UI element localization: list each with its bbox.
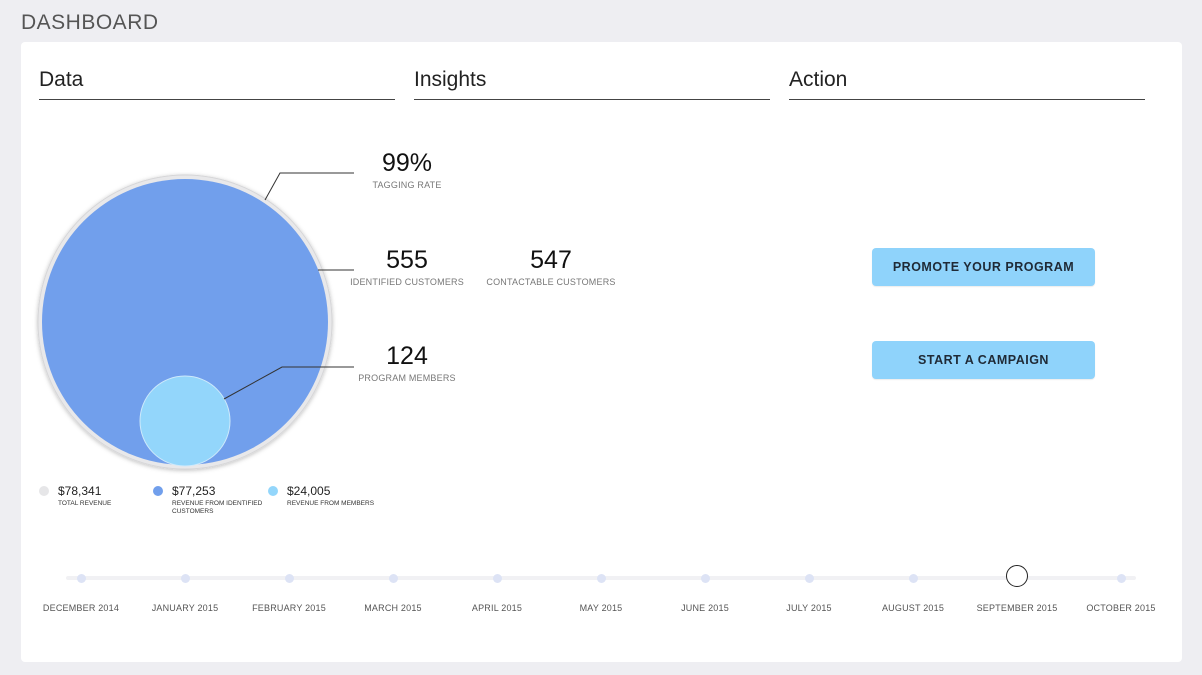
legend-dot-identified-revenue <box>153 486 163 496</box>
stat-identified-customers-label: IDENTIFIED CUSTOMERS <box>350 277 464 287</box>
identified-revenue-circle <box>42 179 328 465</box>
stat-program-members-value: 124 <box>386 342 428 370</box>
timeline-label-january-2015[interactable]: JANUARY 2015 <box>151 603 219 613</box>
timeline-dot-may-2015[interactable] <box>596 574 606 583</box>
timeline-label-august-2015[interactable]: AUGUST 2015 <box>881 603 945 613</box>
column-title-action: Action <box>789 68 848 91</box>
legend-dot-total-revenue <box>39 486 49 496</box>
stat-program-members: 124 PROGRAM MEMBERS <box>347 342 467 383</box>
stat-contactable-customers: 547 CONTACTABLE CUSTOMERS <box>476 246 626 287</box>
timeline-dot-july-2015[interactable] <box>804 574 814 583</box>
timeline-dot-january-2015[interactable] <box>180 574 190 583</box>
stat-contactable-customers-value: 547 <box>530 246 572 274</box>
legend-value-identified-revenue: $77,253 <box>172 484 216 498</box>
column-title-insights: Insights <box>414 68 487 91</box>
timeline-label-october-2015[interactable]: OCTOBER 2015 <box>1086 603 1156 613</box>
leader-line-tagging <box>264 172 354 201</box>
timeline-label-july-2015[interactable]: JULY 2015 <box>786 603 832 613</box>
timeline-label-june-2015[interactable]: JUNE 2015 <box>681 603 729 613</box>
dashboard-card: Data Insights Action 99% TAGGING RATE 55… <box>21 42 1182 662</box>
legend-value-total-revenue: $78,341 <box>58 484 102 498</box>
stat-tagging-rate-label: TAGGING RATE <box>372 180 442 190</box>
timeline-dot-december-2014[interactable] <box>76 574 86 583</box>
timeline-label-february-2015[interactable]: FEBRUARY 2015 <box>252 603 326 613</box>
column-header-action: Action <box>789 68 1145 100</box>
legend-label-member-revenue: REVENUE FROM MEMBERS <box>287 500 375 507</box>
member-revenue-circle <box>139 375 231 467</box>
timeline-dot-february-2015[interactable] <box>284 574 294 583</box>
timeline-label-may-2015[interactable]: MAY 2015 <box>579 603 623 613</box>
stat-tagging-rate: 99% TAGGING RATE <box>347 149 467 190</box>
stat-identified-customers: 555 IDENTIFIED CUSTOMERS <box>337 246 477 287</box>
timeline-label-march-2015[interactable]: MARCH 2015 <box>364 603 422 613</box>
timeline-handle[interactable] <box>1006 565 1028 587</box>
stat-tagging-rate-value: 99% <box>381 149 433 177</box>
legend-label-identified-revenue: REVENUE FROM IDENTIFIED CUSTOMERS <box>172 500 263 515</box>
legend-value-member-revenue: $24,005 <box>287 484 331 498</box>
column-title-data: Data <box>39 68 84 91</box>
leader-line-members <box>223 366 354 400</box>
stat-program-members-label: PROGRAM MEMBERS <box>358 373 456 383</box>
stat-identified-customers-value: 555 <box>386 246 428 274</box>
legend-dot-member-revenue <box>268 486 278 496</box>
stat-contactable-customers-label: CONTACTABLE CUSTOMERS <box>486 277 616 287</box>
timeline-dot-august-2015[interactable] <box>908 574 918 583</box>
column-header-data: Data <box>39 68 395 100</box>
revenue-circles <box>37 172 354 470</box>
timeline-dot-march-2015[interactable] <box>388 574 398 583</box>
timeline-label-april-2015[interactable]: APRIL 2015 <box>471 603 523 613</box>
timeline-label-december-2014[interactable]: DECEMBER 2014 <box>42 603 120 613</box>
timeline-dot-april-2015[interactable] <box>492 574 502 583</box>
page-title: DASHBOARD <box>21 11 159 34</box>
timeline-label-september-2015[interactable]: SEPTEMBER 2015 <box>976 603 1058 613</box>
legend-label-total-revenue: TOTAL REVENUE <box>58 500 112 507</box>
timeline-dot-june-2015[interactable] <box>700 574 710 583</box>
promote-program-button[interactable]: PROMOTE YOUR PROGRAM <box>872 248 1095 286</box>
start-campaign-button[interactable]: START A CAMPAIGN <box>872 341 1095 379</box>
timeline-dot-october-2015[interactable] <box>1116 574 1126 583</box>
column-header-insights: Insights <box>414 68 770 100</box>
